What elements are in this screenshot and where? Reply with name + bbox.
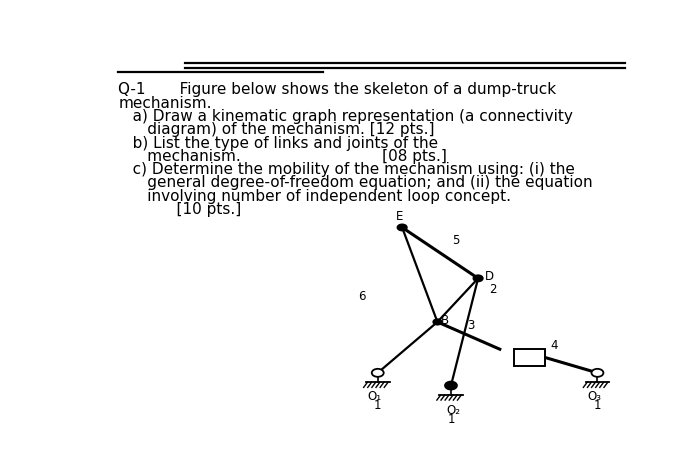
Bar — [514, 349, 545, 366]
Text: O₂: O₂ — [446, 404, 460, 417]
Text: mechanism.                             [08 pts.]: mechanism. [08 pts.] — [118, 149, 447, 164]
Text: 4: 4 — [551, 339, 559, 352]
Text: diagram) of the mechanism. [12 pts.]: diagram) of the mechanism. [12 pts.] — [118, 122, 435, 137]
Text: E: E — [395, 210, 403, 223]
Text: B: B — [441, 314, 449, 327]
Text: 1: 1 — [374, 399, 382, 412]
Circle shape — [446, 382, 456, 389]
Text: O₃: O₃ — [587, 389, 601, 403]
Circle shape — [445, 381, 457, 389]
Text: Q-1       Figure below shows the skeleton of a dump-truck: Q-1 Figure below shows the skeleton of a… — [118, 82, 556, 97]
Text: b) List the type of links and joints of the: b) List the type of links and joints of … — [118, 135, 438, 151]
Text: O₁: O₁ — [367, 389, 382, 403]
Text: D: D — [485, 270, 494, 283]
Circle shape — [592, 369, 603, 377]
Text: 6: 6 — [358, 290, 366, 303]
Text: [10 pts.]: [10 pts.] — [118, 202, 242, 217]
Text: involving number of independent loop concept.: involving number of independent loop con… — [118, 189, 512, 203]
Circle shape — [473, 275, 483, 282]
Text: 5: 5 — [452, 235, 459, 247]
Text: 1: 1 — [594, 399, 601, 412]
Text: a) Draw a kinematic graph representation (a connectivity: a) Draw a kinematic graph representation… — [118, 109, 573, 124]
Text: 3: 3 — [468, 319, 475, 332]
Text: mechanism.: mechanism. — [118, 95, 212, 110]
Circle shape — [433, 319, 442, 325]
Text: 1: 1 — [447, 413, 455, 426]
Circle shape — [372, 369, 384, 377]
Circle shape — [398, 224, 407, 231]
Text: c) Determine the mobility of the mechanism using: (i) the: c) Determine the mobility of the mechani… — [118, 162, 575, 177]
Text: 2: 2 — [489, 283, 496, 296]
Text: general degree-of-freedom equation; and (ii) the equation: general degree-of-freedom equation; and … — [118, 176, 593, 191]
